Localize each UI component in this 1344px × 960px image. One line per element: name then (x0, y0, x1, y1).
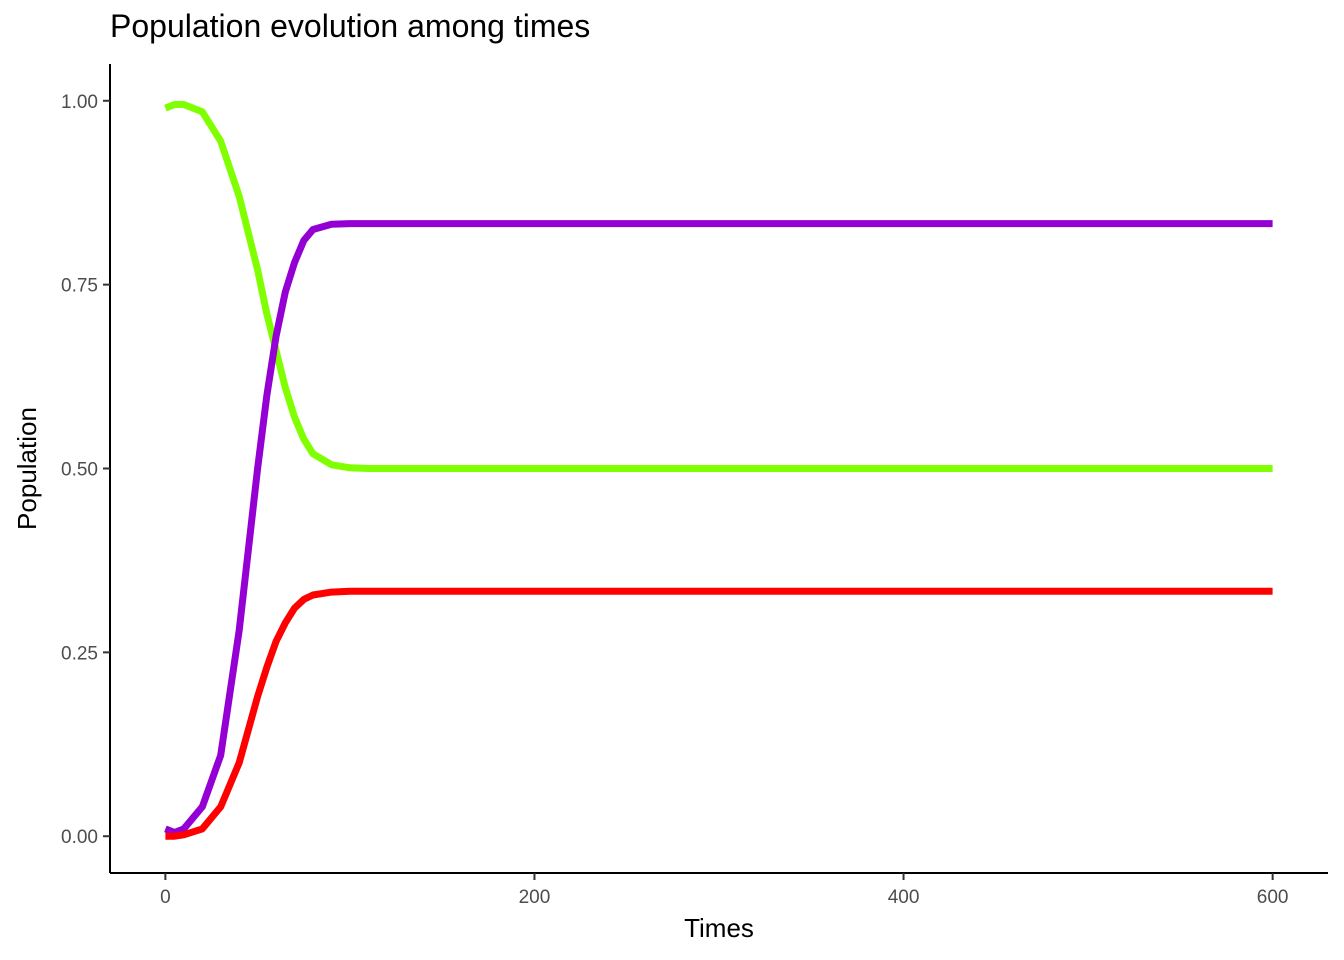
series-lines (164, 101, 1273, 840)
y-tick-label: 1.00 (61, 92, 98, 113)
series-line-2 (164, 220, 1273, 836)
x-tick-label: 400 (888, 887, 920, 908)
chart-title: Population evolution among times (110, 8, 591, 44)
series-line-3 (165, 587, 1273, 840)
x-axis-title: Times (684, 913, 754, 943)
y-tick-label: 0.25 (61, 643, 98, 664)
x-tick-label: 200 (519, 887, 551, 908)
y-tick-label: 0.00 (61, 827, 98, 848)
tick-labels: 0 200 400 600 0.00 0.25 0.50 0.75 1.00 (61, 92, 1288, 908)
series-line-1 (164, 101, 1273, 472)
y-tick-label: 0.75 (61, 276, 98, 297)
axes (103, 64, 1328, 880)
y-axis-title: Population (12, 407, 42, 530)
y-tick-label: 0.50 (61, 460, 98, 481)
x-tick-label: 600 (1257, 887, 1289, 908)
x-tick-label: 0 (160, 887, 171, 908)
